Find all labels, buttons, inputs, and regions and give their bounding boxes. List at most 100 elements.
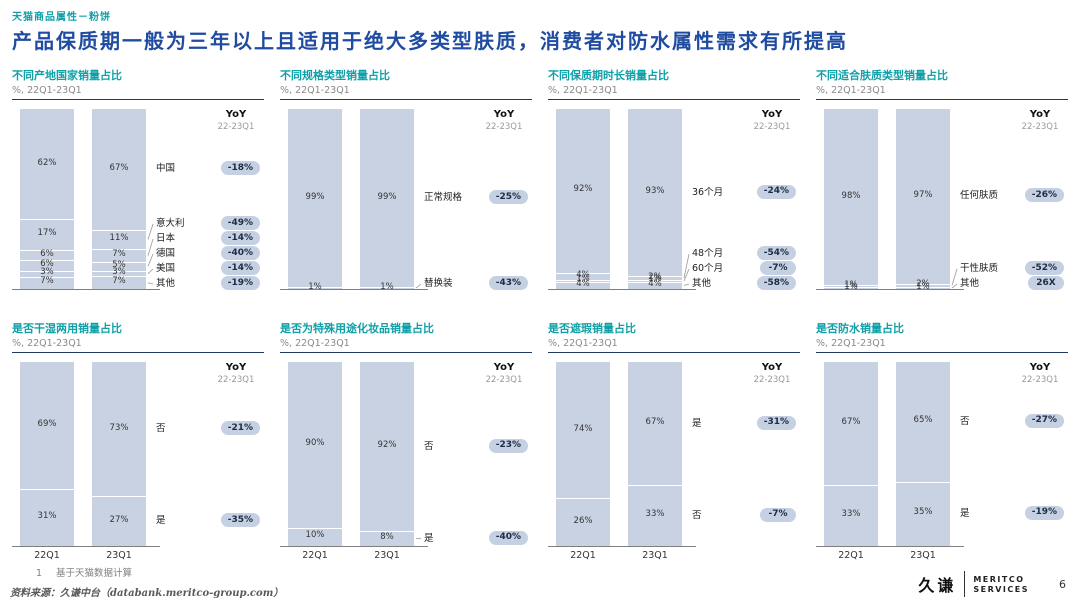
segment-value-label: 10% xyxy=(305,530,325,541)
series-label: 60个月 xyxy=(692,263,724,274)
footnote-text: 基于天猫数据计算 xyxy=(56,568,133,579)
yoy-header: YoY 22-23Q1 xyxy=(1012,362,1068,385)
segment-value-label: 93% xyxy=(645,186,665,197)
bar-segment xyxy=(92,271,146,277)
yoy-header: YoY 22-23Q1 xyxy=(1012,109,1068,132)
segment-value-label: 2% xyxy=(648,271,662,282)
series-label: 日本 xyxy=(156,233,176,244)
chart-title: 不同产地国家销量占比 xyxy=(12,69,122,82)
source-line: 资料来源：久谦中台（databank.meritco-group.com） xyxy=(10,588,284,599)
chart-subtitle: %, 22Q1-23Q1 xyxy=(280,338,350,349)
chart-plot: YoY 22-23Q1 62% 17% 6% 6% 3% 7% 67% 11% 7% 5% 3% 7% 中国… xyxy=(12,109,264,290)
chart-plot: YoY 22-23Q1 67% 33% 65% 35% 否 -27% 是 -19% 22Q1 23Q1 xyxy=(816,362,1068,564)
yoy-badge: -31% xyxy=(756,415,796,430)
segment-value-label: 33% xyxy=(645,509,665,520)
bar-segment xyxy=(896,481,950,546)
x-axis-label: 23Q1 xyxy=(106,550,132,561)
segment-value-label: 90% xyxy=(305,438,325,449)
segment-value-label: 67% xyxy=(841,417,861,428)
segment-value-label: 6% xyxy=(40,248,54,259)
yoy-badge: -7% xyxy=(760,507,796,522)
chart-divider xyxy=(548,352,800,353)
x-axis-label: 23Q1 xyxy=(642,550,668,561)
chart-title: 是否为特殊用途化妆品销量占比 xyxy=(280,322,434,335)
leader-line xyxy=(147,223,154,240)
logo-services: SERVICES xyxy=(973,584,1029,594)
chart-title: 不同保质期时长销量占比 xyxy=(548,69,669,82)
series-label: 是 xyxy=(156,515,166,527)
bar-segment xyxy=(628,485,682,546)
x-axis-label: 22Q1 xyxy=(302,550,328,561)
bar-segment xyxy=(288,287,342,289)
bar-segment xyxy=(288,109,342,288)
x-axis-line xyxy=(12,289,160,290)
bar-segment xyxy=(824,287,878,289)
footnote: 1 基于天猫数据计算 xyxy=(36,565,283,579)
bar-segment xyxy=(556,281,610,289)
chart-plot: YoY 22-23Q1 74% 26% 67% 33% 是 -31% 否 -7% 22Q1 23Q1 xyxy=(548,362,800,564)
yoy-badge: -19% xyxy=(1024,505,1064,520)
yoy-header-period: 22-23Q1 xyxy=(1021,122,1059,132)
bar-segment xyxy=(628,276,682,280)
series-label: 德国 xyxy=(156,248,176,259)
chart-subtitle: %, 22Q1-23Q1 xyxy=(548,338,618,349)
footer: 1 基于天猫数据计算 资料来源：久谦中台（databank.meritco-gro… xyxy=(10,565,283,599)
series-label: 其他 xyxy=(156,278,176,289)
segment-value-label: 97% xyxy=(913,189,933,200)
yoy-header-label: YoY xyxy=(761,109,783,120)
yoy-header-label: YoY xyxy=(1029,109,1051,120)
leader-line xyxy=(147,268,154,274)
leader-line xyxy=(415,283,422,289)
series-label: 是 xyxy=(424,532,434,544)
segment-value-label: 1% xyxy=(308,281,322,292)
series-label: 任何肤质 xyxy=(960,190,999,202)
chart-card: 是否遮瑕销量占比 %, 22Q1-23Q1 YoY 22-23Q1 74% 26% 67% 3… xyxy=(548,320,800,564)
segment-value-label: 98% xyxy=(841,190,861,201)
bar-segment xyxy=(20,488,74,546)
chart-plot: YoY 22-23Q1 98% 1% 1% 97% 2% 1% 任何肤质 -26% 干性肤质 -52%… xyxy=(816,109,1068,292)
segment-value-label: 2% xyxy=(916,278,930,289)
segment-value-label: 7% xyxy=(112,276,126,287)
chart-divider xyxy=(12,352,264,353)
bar-segment xyxy=(360,109,414,288)
yoy-header-period: 22-23Q1 xyxy=(217,122,255,132)
yoy-badge: -35% xyxy=(220,513,260,528)
yoy-badge: -40% xyxy=(220,246,260,260)
bar-segment xyxy=(824,285,878,288)
bar-segment xyxy=(556,280,610,282)
yoy-badge: -27% xyxy=(1024,413,1064,428)
segment-value-label: 1% xyxy=(844,281,858,292)
yoy-badge: -58% xyxy=(756,276,796,290)
series-label: 干性肤质 xyxy=(960,263,999,274)
segment-value-label: 31% xyxy=(37,510,57,521)
chart-subtitle: %, 22Q1-23Q1 xyxy=(12,338,82,349)
logo-meritco: MERITCO xyxy=(973,574,1025,584)
series-label: 是 xyxy=(692,417,702,429)
series-label: 48个月 xyxy=(692,248,724,259)
x-axis-label: 22Q1 xyxy=(34,550,60,561)
series-label: 中国 xyxy=(156,163,176,175)
segment-value-label: 74% xyxy=(573,423,593,434)
bar-segment xyxy=(896,109,950,284)
logo-cn: 久谦 xyxy=(918,576,957,595)
bar-segment xyxy=(360,287,414,289)
segment-value-label: 8% xyxy=(380,532,394,543)
yoy-header-label: YoY xyxy=(493,109,515,120)
series-label: 替换装 xyxy=(424,278,453,289)
report-eyebrow: 天猫商品属性－粉饼 xyxy=(12,12,111,23)
series-label: 36个月 xyxy=(692,186,724,198)
segment-value-label: 1% xyxy=(844,279,858,290)
chart-divider xyxy=(280,352,532,353)
yoy-header-period: 22-23Q1 xyxy=(753,122,791,132)
series-label: 否 xyxy=(692,509,702,521)
chart-card: 不同适合肤质类型销量占比 %, 22Q1-23Q1 YoY 22-23Q1 98% 1% 1… xyxy=(816,67,1068,292)
chart-card: 是否干湿两用销量占比 %, 22Q1-23Q1 YoY 22-23Q1 69% 31% 73… xyxy=(12,320,264,564)
chart-divider xyxy=(548,99,800,100)
series-label: 意大利 xyxy=(156,218,185,229)
yoy-badge: -7% xyxy=(760,261,796,275)
series-label: 是 xyxy=(960,507,970,519)
bar-segment xyxy=(92,249,146,262)
bar-segment xyxy=(20,249,74,261)
yoy-badge: -18% xyxy=(220,161,260,176)
